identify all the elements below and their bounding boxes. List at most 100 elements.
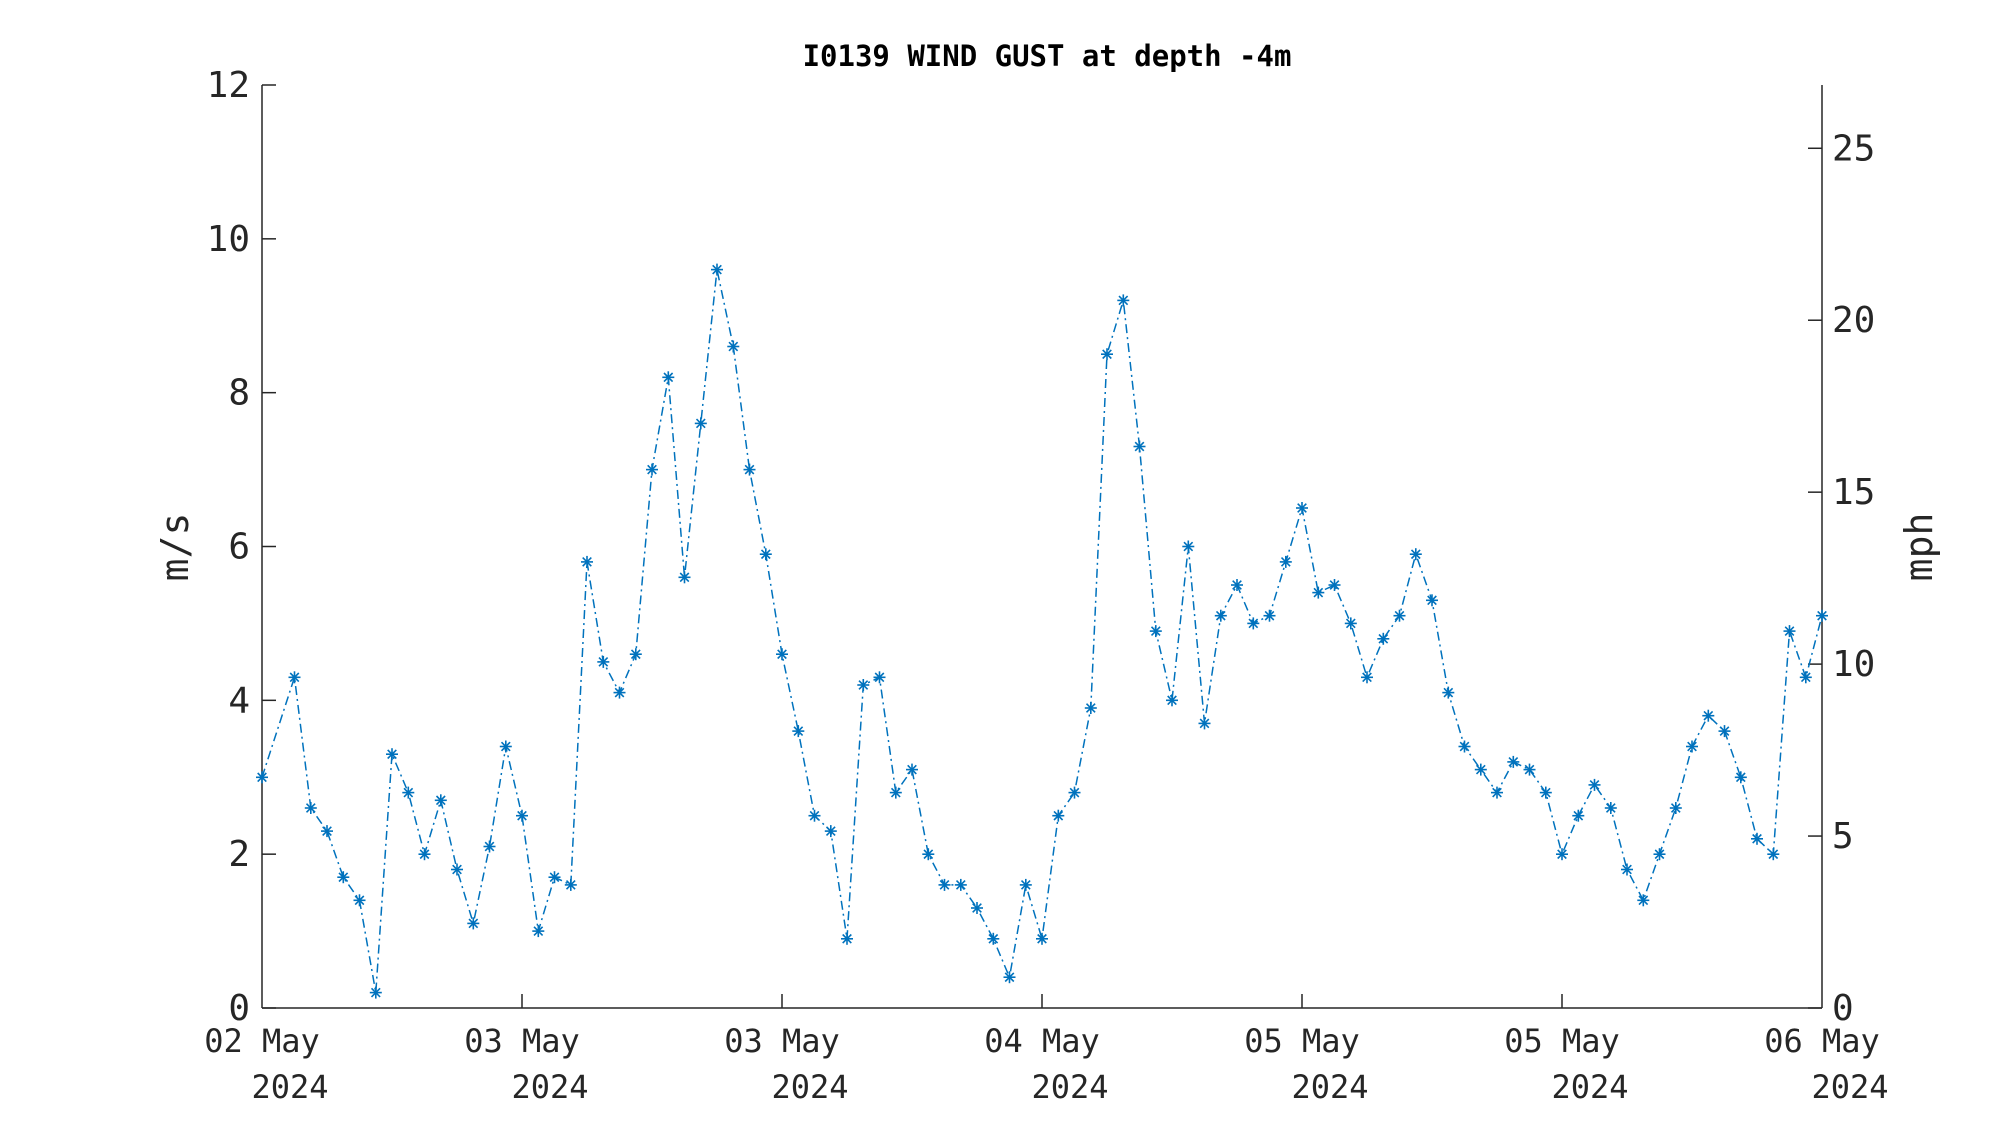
data-point — [321, 825, 333, 838]
axes-layer — [261, 85, 1823, 1009]
data-point — [434, 794, 447, 807]
data-point — [1166, 694, 1178, 707]
data-point — [256, 771, 268, 784]
data-point — [1474, 763, 1487, 776]
data-point — [954, 878, 967, 891]
data-point — [1458, 740, 1471, 753]
data-point — [1247, 617, 1260, 630]
y2-tick-label: 25 — [1832, 128, 1875, 169]
data-point — [1133, 440, 1146, 453]
data-point — [1393, 609, 1406, 622]
data-point — [564, 878, 577, 891]
series-layer — [256, 263, 1828, 999]
ticks-layer: 0 2 4 6 8 10 12 0 5 10 15 20 25 02 May 2024 03 May 2024 0… — [204, 65, 1888, 1106]
y2-tick-label: 0 — [1832, 988, 1854, 1029]
y2-axis-label: mph — [1897, 513, 1941, 582]
data-point — [1702, 709, 1715, 722]
data-point — [516, 809, 528, 822]
data-point — [1036, 932, 1048, 945]
data-point — [711, 263, 723, 276]
data-point — [548, 871, 561, 884]
y-tick-label: 8 — [228, 373, 250, 414]
data-point — [1344, 617, 1357, 630]
x-tick-label-date: 05 May — [1504, 1022, 1620, 1060]
data-point — [1198, 717, 1211, 730]
data-point — [824, 825, 837, 838]
data-point — [678, 571, 691, 584]
data-point — [1442, 686, 1455, 699]
x-tick-label-date: 05 May — [1244, 1022, 1360, 1060]
data-point — [1214, 609, 1227, 622]
data-point — [1539, 786, 1552, 799]
data-point — [467, 917, 480, 930]
data-point — [1621, 863, 1633, 876]
data-point — [1231, 579, 1243, 591]
y-axis-label: m/s — [153, 513, 197, 582]
y2-tick-label: 5 — [1832, 816, 1854, 857]
data-point — [1751, 832, 1763, 845]
data-point — [841, 932, 853, 945]
data-point — [1767, 848, 1780, 861]
data-point — [1052, 809, 1065, 822]
series-line — [261, 269, 1823, 993]
data-point — [922, 848, 935, 861]
x-tick-label-year: 2024 — [1811, 1068, 1888, 1106]
data-point — [483, 840, 496, 853]
data-point — [1718, 725, 1731, 738]
x-tick-label-year: 2024 — [1291, 1068, 1368, 1106]
y-tick-label: 12 — [207, 65, 250, 106]
y-tick-label: 10 — [207, 219, 250, 260]
data-point — [1312, 586, 1325, 599]
y-tick-label: 6 — [228, 527, 250, 568]
x-tick-label-year: 2024 — [1031, 1068, 1108, 1106]
data-point — [662, 371, 675, 384]
data-point — [727, 340, 740, 353]
data-point — [337, 871, 350, 884]
data-point — [597, 655, 610, 668]
y-tick-label: 2 — [228, 834, 250, 875]
data-point — [1588, 778, 1601, 791]
data-point — [613, 686, 626, 699]
data-point — [1328, 579, 1341, 591]
data-point — [1556, 848, 1568, 861]
y2-tick-label: 20 — [1832, 300, 1875, 341]
data-point — [906, 763, 918, 776]
data-point — [1149, 625, 1162, 638]
data-point — [1084, 702, 1097, 714]
data-point — [1377, 632, 1390, 645]
data-point — [499, 740, 512, 753]
data-point — [1734, 771, 1747, 784]
data-point — [1117, 294, 1130, 307]
data-point — [532, 925, 545, 938]
data-point — [1491, 786, 1503, 799]
data-point — [694, 417, 707, 430]
x-tick-label-year: 2024 — [1551, 1068, 1628, 1106]
data-point — [451, 863, 463, 876]
data-point — [808, 809, 821, 822]
data-point — [1799, 671, 1812, 684]
data-point — [1816, 609, 1828, 622]
y2-tick-label: 15 — [1832, 472, 1875, 513]
data-point — [646, 463, 658, 476]
data-point — [1604, 802, 1617, 814]
data-point — [1653, 848, 1666, 861]
data-point — [1003, 971, 1016, 984]
data-point — [1426, 594, 1438, 607]
x-tick-label-year: 2024 — [511, 1068, 588, 1106]
data-point — [792, 725, 805, 738]
x-tick-label-date: 03 May — [464, 1022, 580, 1060]
x-tick-label-date: 04 May — [984, 1022, 1100, 1060]
data-point — [1637, 894, 1650, 907]
data-point — [1361, 671, 1373, 684]
x-tick-label-date: 06 May — [1764, 1022, 1880, 1060]
data-point — [873, 671, 886, 684]
x-tick-label-year: 2024 — [771, 1068, 848, 1106]
data-point — [1263, 609, 1276, 622]
data-point — [971, 902, 983, 914]
data-point — [759, 548, 772, 561]
data-point — [938, 878, 951, 891]
data-point — [353, 894, 366, 907]
x-tick-label-year: 2024 — [251, 1068, 328, 1106]
